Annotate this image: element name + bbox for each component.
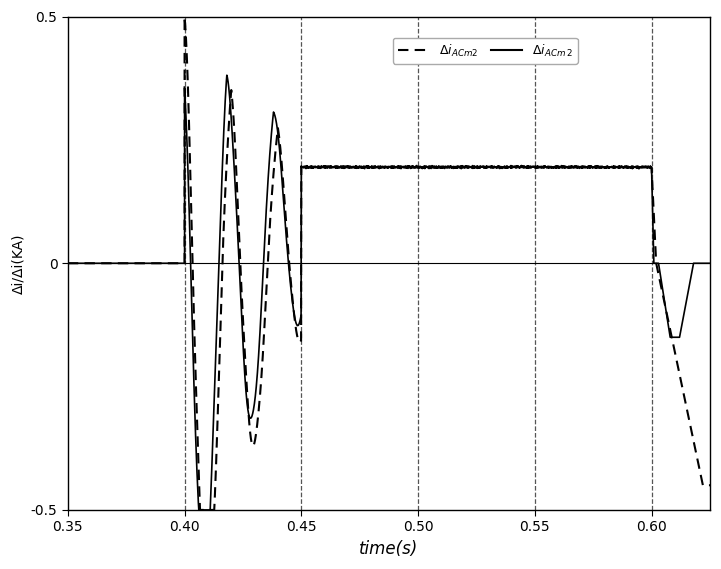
X-axis label: time(s): time(s) [359,540,418,558]
Y-axis label: Δi/Δi(KA): Δi/Δi(KA) [11,233,25,294]
Legend: $\Delta i_{ACm2}$, $\Delta i_{ACm\,2}$: $\Delta i_{ACm2}$, $\Delta i_{ACm\,2}$ [393,38,578,64]
